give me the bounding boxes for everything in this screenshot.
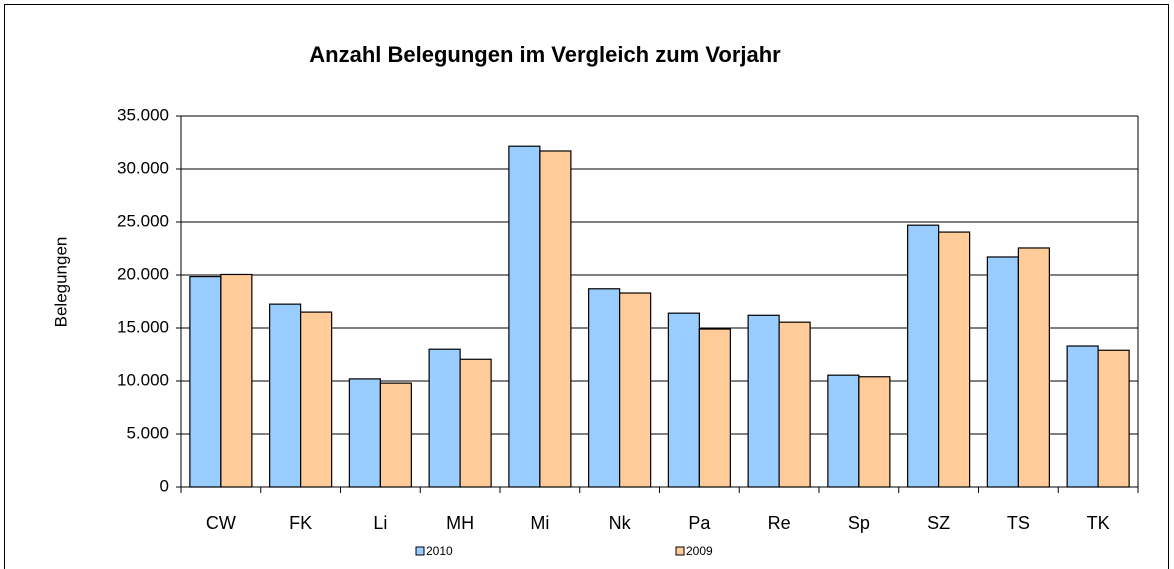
y-tick-label: 10.000 (117, 370, 169, 389)
bar (588, 288, 621, 488)
legend-swatch (415, 546, 425, 556)
chart-title: Anzahl Belegungen im Vergleich zum Vorja… (309, 42, 781, 67)
x-tick-label: Sp (848, 513, 870, 533)
bar (619, 292, 652, 488)
x-tick-label: Re (768, 513, 791, 533)
bar (778, 321, 811, 488)
bar (747, 314, 780, 488)
y-tick-label: 35.000 (117, 105, 169, 124)
bar (827, 374, 860, 488)
bar (539, 150, 572, 488)
bar (986, 256, 1019, 488)
bar (269, 303, 302, 488)
x-tick-label: Pa (688, 513, 711, 533)
bar (220, 273, 253, 488)
bar (189, 275, 222, 488)
bar (938, 231, 971, 488)
bar (379, 382, 412, 488)
bar (508, 145, 541, 488)
bar (698, 328, 731, 488)
y-tick-label: 30.000 (117, 158, 169, 177)
bar (1097, 349, 1130, 488)
x-tick-label: Nk (609, 513, 632, 533)
bar (348, 378, 381, 488)
x-tick-label: Mi (530, 513, 549, 533)
x-tick-label: TS (1007, 513, 1030, 533)
x-tick-label: MH (446, 513, 474, 533)
x-tick-label: Li (373, 513, 387, 533)
y-tick-label: 15.000 (117, 317, 169, 336)
x-tick-label: SZ (927, 513, 950, 533)
bar (907, 224, 940, 488)
x-tick-label: FK (289, 513, 312, 533)
y-axis-label: Belegungen (51, 237, 70, 328)
bar (858, 376, 891, 488)
bar (459, 358, 492, 488)
bar (1017, 247, 1050, 488)
legend-label: 2010 (426, 544, 453, 558)
legend-swatch (675, 546, 685, 556)
bar (1066, 345, 1099, 488)
bar (300, 311, 333, 488)
y-tick-label: 0 (160, 476, 169, 495)
x-tick-label: TK (1087, 513, 1110, 533)
y-tick-label: 5.000 (126, 423, 169, 442)
x-tick-label: CW (206, 513, 236, 533)
bar (428, 348, 461, 488)
bar (667, 312, 700, 488)
legend-label: 2009 (686, 544, 713, 558)
y-tick-label: 25.000 (117, 211, 169, 230)
y-tick-label: 20.000 (117, 264, 169, 283)
